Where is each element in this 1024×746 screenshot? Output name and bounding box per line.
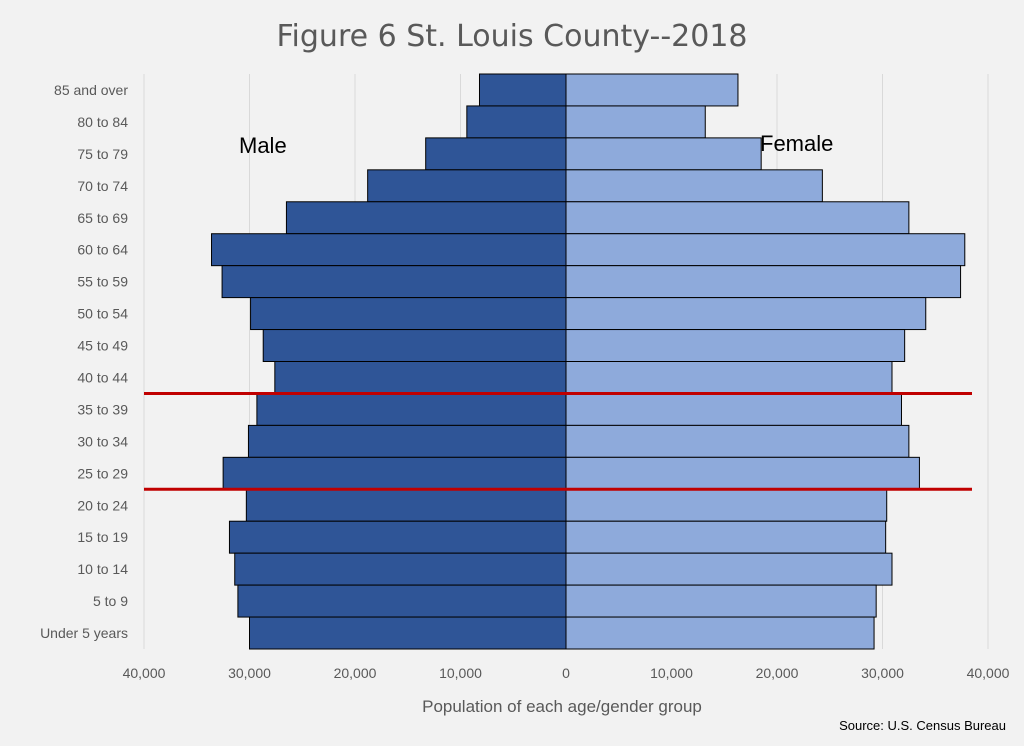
x-axis-tick-labels: 40,000 30,000 20,000 10,000 0 10,000 20,000 30,… [123, 665, 1010, 681]
x-tick-label: 30,000 [228, 665, 271, 681]
bar-male [221, 265, 567, 299]
bar-male [211, 233, 567, 267]
category-label: 10 to 14 [77, 561, 128, 577]
bar-male [249, 616, 567, 650]
bar-female [565, 265, 962, 299]
bar-female [565, 520, 887, 554]
bar-female [565, 297, 927, 331]
category-label: 35 to 39 [77, 401, 128, 417]
bar-male [478, 73, 567, 107]
category-label: 40 to 44 [77, 369, 128, 385]
bar-male [245, 488, 567, 522]
bar-female [565, 329, 906, 362]
bar-female [565, 424, 910, 458]
bar-male [285, 201, 567, 235]
bar-female [565, 584, 877, 618]
bar-female [565, 201, 910, 235]
bar-male [222, 456, 567, 490]
bar-female [565, 361, 893, 394]
bar-male [262, 329, 567, 362]
source-note: Source: U.S. Census Bureau [839, 718, 1006, 733]
category-labels: 85 and over 80 to 84 75 to 79 70 to 74 65 to… [40, 82, 128, 641]
reference-lines [144, 391, 972, 491]
category-label: 80 to 84 [77, 114, 128, 130]
category-label: 30 to 34 [77, 433, 128, 449]
bar-male [274, 361, 567, 394]
bar-male [237, 584, 567, 618]
bar-male [367, 169, 567, 203]
category-label: 85 and over [54, 82, 128, 98]
category-label: 75 to 79 [77, 146, 128, 162]
bar-female [565, 456, 920, 490]
category-label: 20 to 24 [77, 497, 128, 513]
category-label: 70 to 74 [77, 178, 128, 194]
x-tick-label: 20,000 [334, 665, 377, 681]
x-tick-label: 10,000 [439, 665, 482, 681]
bar-male [250, 297, 567, 331]
category-label: 25 to 29 [77, 465, 128, 481]
bar-male [228, 520, 567, 554]
x-tick-label: 30,000 [861, 665, 904, 681]
category-label: Under 5 years [40, 625, 128, 641]
category-label: 50 to 54 [77, 306, 128, 322]
bar-female [565, 105, 706, 139]
x-tick-label: 40,000 [123, 665, 166, 681]
bar-male [425, 137, 567, 171]
bar-female [565, 233, 966, 267]
category-label: 55 to 59 [77, 274, 128, 290]
category-label: 60 to 64 [77, 242, 128, 258]
bar-female [565, 392, 902, 426]
x-tick-label: 0 [562, 665, 570, 681]
x-tick-label: 20,000 [756, 665, 799, 681]
bar-male [466, 105, 567, 139]
bar-male [234, 552, 567, 586]
bars [211, 73, 966, 650]
bar-female [565, 169, 823, 203]
series-label-male: Male [239, 133, 287, 158]
bar-female [565, 552, 893, 586]
bar-female [565, 616, 875, 650]
category-label: 5 to 9 [93, 593, 128, 609]
bar-female [565, 488, 888, 522]
x-tick-label: 40,000 [967, 665, 1010, 681]
x-tick-label: 10,000 [650, 665, 693, 681]
category-label: 15 to 19 [77, 529, 128, 545]
category-label: 45 to 49 [77, 338, 128, 354]
chart-title: Figure 6 St. Louis County--2018 [276, 19, 747, 54]
bar-female [565, 137, 762, 171]
category-label: 65 to 69 [77, 210, 128, 226]
bar-male [256, 392, 567, 426]
x-axis-title: Population of each age/gender group [422, 697, 702, 716]
bar-male [247, 424, 567, 458]
series-label-female: Female [760, 131, 833, 156]
bar-female [565, 73, 739, 107]
